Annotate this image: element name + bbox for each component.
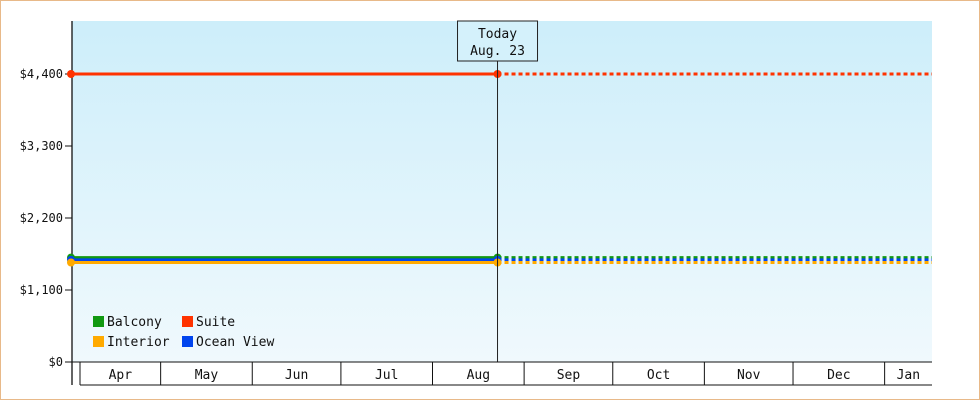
legend-label-interior: Interior	[107, 335, 170, 350]
legend-swatch-interior	[93, 336, 104, 347]
legend-label-suite: Suite	[196, 315, 235, 330]
today-label: Today	[478, 27, 517, 42]
x-tick-label: Dec	[827, 368, 850, 383]
x-tick-label: Sep	[557, 368, 581, 383]
x-tick-label: Jun	[285, 368, 308, 383]
series-point-suite-start	[67, 70, 75, 78]
today-date-label: Aug. 23	[470, 44, 525, 59]
x-tick-label: Apr	[109, 368, 133, 383]
series-point-interior-start	[67, 258, 75, 267]
y-tick-label: $2,200	[20, 211, 63, 225]
legend-label-balcony: Balcony	[107, 315, 162, 330]
today-label-box	[457, 20, 539, 62]
legend-label-ocean-view: Ocean View	[196, 335, 274, 350]
x-tick-label: Jul	[375, 368, 398, 383]
legend-swatch-balcony	[93, 316, 104, 327]
y-tick-label: $1,100	[20, 283, 63, 297]
y-tick-label: $0	[49, 355, 63, 369]
legend-swatch-suite	[182, 316, 193, 327]
y-tick-label: $3,300	[20, 139, 63, 153]
x-tick-label: Aug	[467, 368, 490, 383]
legend-swatch-ocean-view	[182, 336, 193, 347]
x-tick-label: Jan	[897, 368, 920, 383]
y-tick-label: $4,400	[20, 67, 63, 81]
x-tick-label: Nov	[737, 368, 761, 383]
plot-background	[72, 21, 932, 362]
x-tick-label: May	[195, 368, 219, 383]
x-tick-label: Oct	[647, 368, 670, 383]
